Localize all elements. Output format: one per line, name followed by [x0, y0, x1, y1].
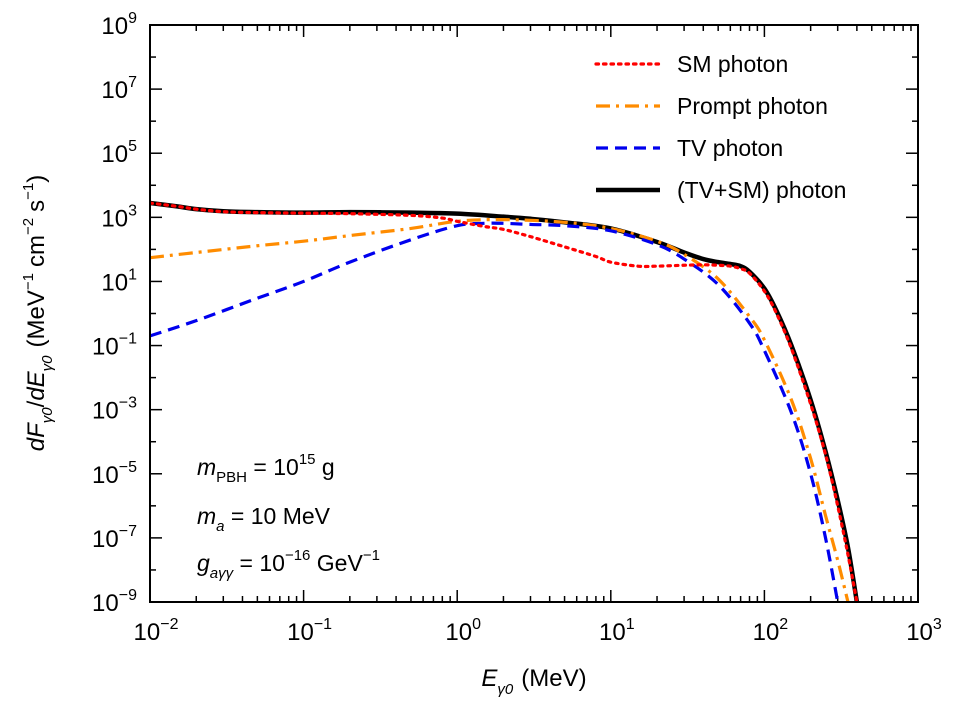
x-axis-label: Eγ0 (MeV): [481, 665, 586, 698]
series-layer: [150, 200, 860, 602]
parameter-annotation: ma = 10 MeV: [197, 503, 331, 535]
legend-label: TV photon: [677, 135, 783, 161]
series-line-sm-photon: [150, 201, 859, 602]
y-tick-labels: 10−9 10−7 10−5 10−3 10−1 101 103 105 107 109: [92, 10, 137, 617]
y-axis-label: dFγ0/dEγ0(MeV−1cm−2s−1): [20, 175, 56, 451]
axis-ticks: [149, 24, 918, 603]
parameter-annotations: mPBH = 1015 g ma = 10 MeV gaγγ = 10−16 GeV…: [197, 451, 380, 582]
x-tick-label: 100: [445, 616, 481, 646]
y-tick-label: 10−7: [92, 523, 137, 553]
x-tick-label: 102: [753, 616, 789, 646]
x-tick-label: 101: [599, 616, 635, 646]
y-tick-label: 10−5: [92, 459, 137, 489]
y-tick-label: 107: [101, 74, 137, 104]
x-tick-label: 10−1: [287, 616, 332, 646]
y-tick-label: 10−1: [92, 331, 137, 361]
y-tick-label: 109: [101, 10, 137, 40]
y-tick-label: 101: [101, 266, 137, 296]
parameter-annotation: gaγγ = 10−16 GeV−1: [197, 547, 380, 582]
y-tick-label: 10−9: [92, 587, 137, 617]
x-tick-label: 103: [906, 616, 942, 646]
parameter-annotation: mPBH = 1015 g: [197, 451, 335, 486]
x-tick-label: 10−2: [134, 616, 179, 646]
series-line-tv-photon: [150, 221, 840, 602]
plot-frame: [149, 24, 919, 603]
y-tick-label: 103: [101, 202, 137, 232]
y-tick-label: 10−3: [92, 395, 137, 425]
x-tick-labels: 10−2 10−1 100 101 102 103: [134, 616, 942, 646]
legend-label: SM photon: [677, 51, 788, 77]
legend: SM photon Prompt photon TV photon (TV+SM) p…: [594, 51, 846, 203]
series-line-tv-sm-photon: [150, 200, 860, 602]
y-tick-label: 105: [101, 138, 137, 168]
legend-label: Prompt photon: [677, 93, 828, 119]
series-line-prompt-photon: [150, 217, 850, 602]
legend-label: (TV+SM) photon: [677, 177, 846, 203]
